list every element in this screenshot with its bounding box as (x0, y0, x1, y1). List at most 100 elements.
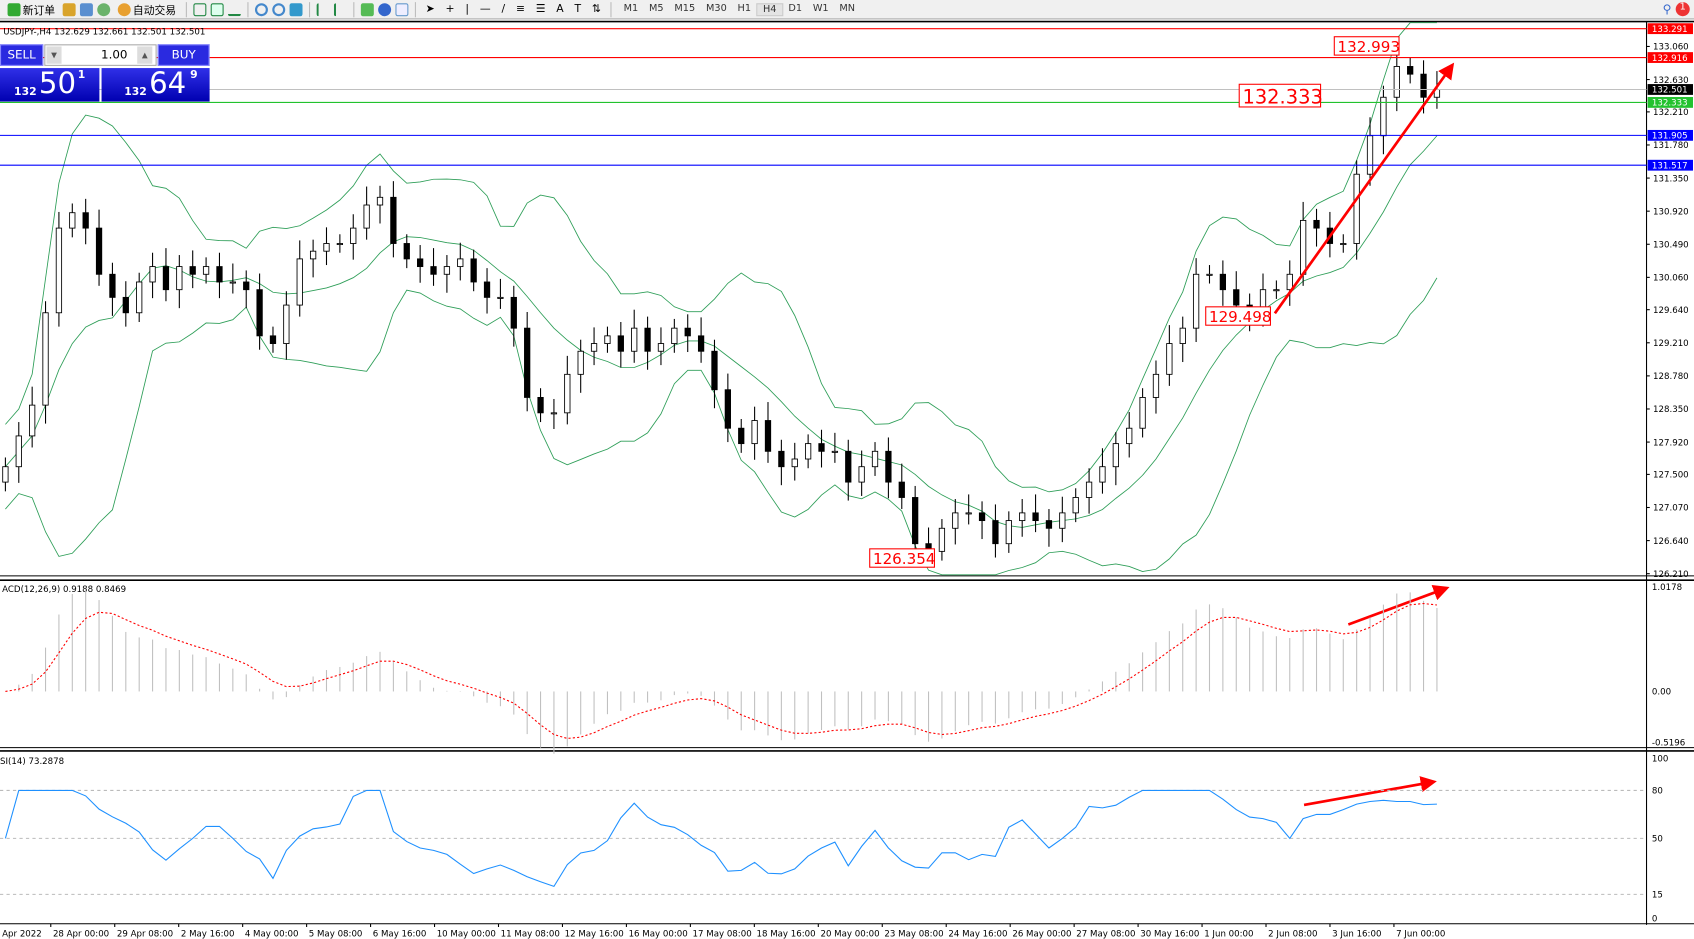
auto-trading-button[interactable]: 自动交易 (115, 1, 180, 18)
candle-bull (296, 258, 303, 306)
time-label: 18 May 16:00 (756, 930, 815, 939)
timeframe-w1[interactable]: W1 (812, 2, 829, 14)
zoom-in-icon[interactable] (254, 2, 268, 16)
symbol-info: USDJPY-,H4 132.629 132.661 132.501 132.5… (3, 27, 206, 37)
chart-shift-icon[interactable] (316, 2, 330, 16)
y-tick-label: 129.210 (1653, 339, 1689, 349)
candle-bear (818, 443, 825, 452)
horizontal-line-icon[interactable]: — (479, 3, 491, 16)
signals-icon[interactable] (97, 2, 111, 16)
candle-bear (711, 350, 718, 391)
sell-button[interactable]: SELL (0, 44, 44, 66)
rsi-line (4, 789, 1437, 888)
y-tick-label: 130.060 (1653, 274, 1689, 284)
candle-bull (457, 258, 464, 268)
candle-bull (550, 412, 558, 415)
template-icon[interactable] (395, 2, 409, 16)
candle-bull (938, 527, 946, 552)
sell-price-big: 132 (14, 86, 37, 99)
y-tick-label: 126.640 (1653, 537, 1689, 547)
sell-price[interactable]: 132 50 1 (0, 67, 100, 102)
price-tag-label: 132.916 (1652, 54, 1688, 64)
vertical-line-icon[interactable]: | (465, 3, 470, 16)
arrows-icon[interactable]: ⇅ (591, 3, 601, 16)
fibo-icon[interactable]: ≡ (515, 3, 525, 16)
timeframe-h4[interactable]: H4 (756, 2, 783, 16)
bollinger-middle (5, 135, 1438, 528)
bollinger-upper (5, 22, 1437, 493)
period-icon[interactable] (378, 2, 392, 16)
candle-bull (1019, 512, 1026, 522)
candle-bear (243, 281, 250, 291)
candle-bear (617, 335, 624, 352)
macd-title: ACD(12,26,9) 0.9188 0.8469 (2, 585, 126, 595)
candle-bear (109, 273, 116, 298)
timeframe-d1[interactable]: D1 (788, 2, 803, 14)
timeframe-m1[interactable]: M1 (623, 2, 639, 14)
lots-input[interactable]: 1.00 (44, 44, 157, 66)
candle-bull (1112, 443, 1119, 468)
candlestick-icon[interactable] (210, 2, 224, 16)
candle-bull (1099, 466, 1106, 483)
bar-chart-icon[interactable] (193, 2, 207, 16)
crosshair-icon[interactable]: + (445, 3, 455, 16)
tile-windows-icon[interactable] (289, 2, 303, 16)
candle-bear (269, 335, 277, 344)
y-tick-label: 128.780 (1653, 372, 1689, 382)
candle-bull (1366, 135, 1374, 175)
timeframe-mn[interactable]: MN (839, 2, 856, 14)
candle-bear (483, 281, 491, 298)
timeframe-m5[interactable]: M5 (649, 2, 664, 14)
cursor-icon[interactable]: ➤ (425, 3, 435, 16)
chart-window-icon[interactable] (79, 2, 93, 16)
time-label: 5 May 08:00 (309, 930, 363, 939)
trendline-icon[interactable]: / (501, 3, 506, 16)
text-icon[interactable]: A (556, 3, 564, 16)
time-label: 26 May 00:00 (1012, 930, 1071, 939)
buy-button[interactable]: BUY (157, 44, 210, 66)
candle-bear (417, 258, 424, 268)
timeframe-m15[interactable]: M15 (674, 2, 696, 14)
candle-bull (1005, 520, 1012, 545)
candle-bear (697, 335, 705, 352)
market-watch-icon[interactable] (62, 2, 76, 16)
y-tick-label: 131.780 (1653, 141, 1689, 151)
time-label: 6 May 16:00 (373, 930, 427, 939)
autoscroll-icon[interactable] (333, 2, 347, 16)
text-label-icon[interactable]: T (574, 3, 582, 16)
search-icon[interactable]: ⚲ (1662, 2, 1672, 17)
time-label: 16 May 00:00 (629, 930, 688, 939)
new-order-button[interactable]: 新订单 (4, 1, 58, 18)
timeframe-bar: M1 M5 M15 M30 H1 H4 D1 W1 MN (618, 2, 860, 16)
price-annotation-box (1238, 83, 1322, 108)
notification-badge[interactable]: 1 (1675, 2, 1690, 17)
buy-price[interactable]: 132 64 9 (101, 67, 210, 102)
y-tick-label: 132.210 (1653, 108, 1689, 118)
line-chart-icon[interactable] (227, 3, 241, 16)
candle-bear (1219, 273, 1227, 291)
macd-tick-label: 0.00 (1652, 688, 1671, 698)
candle-bear (764, 420, 772, 452)
candle-bear (1313, 219, 1320, 229)
time-label: 30 May 16:00 (1140, 930, 1199, 939)
price-tag-label: 132.333 (1652, 99, 1688, 109)
candle-bear (684, 327, 691, 337)
candle-bull (1300, 219, 1307, 275)
timeframe-m30[interactable]: M30 (705, 2, 727, 14)
toolbar: 新订单 自动交易 ➤ + | — / ≡ ☰ A T ⇅ M1 M5 M15 M30 H… (0, 0, 1694, 20)
add-indicator-icon[interactable] (360, 2, 374, 16)
fibo-fan-icon[interactable]: ☰ (535, 3, 546, 16)
price-annotation: 132.333 (1242, 86, 1322, 109)
candle-bull (1353, 173, 1360, 244)
zoom-out-icon[interactable] (272, 2, 286, 16)
lots-increase-icon[interactable]: ▲ (137, 46, 153, 64)
lots-decrease-icon[interactable]: ▼ (46, 46, 62, 64)
macd-tick-label: -0.5196 (1652, 738, 1685, 748)
buy-price-point: 9 (190, 69, 198, 82)
candle-bull (590, 343, 598, 352)
timeframe-h1[interactable]: H1 (737, 2, 752, 14)
candle-bull (1393, 66, 1400, 98)
y-tick-label: 127.920 (1653, 438, 1689, 448)
